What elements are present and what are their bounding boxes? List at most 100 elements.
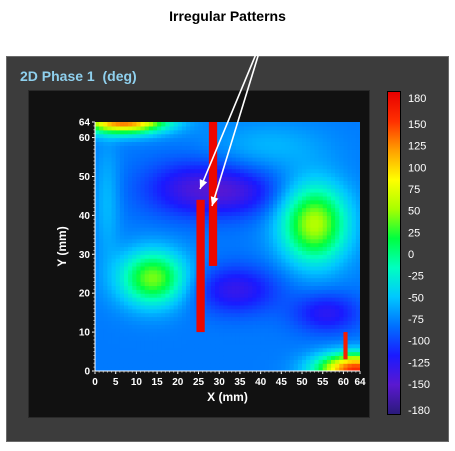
heatmap-cell (136, 265, 142, 271)
heatmap-cell (322, 172, 328, 178)
heatmap-cell (331, 258, 336, 263)
heatmap-cell (103, 122, 109, 127)
heatmap-cell (310, 277, 316, 283)
heatmap-cell (331, 160, 336, 166)
heatmap-cell (355, 176, 360, 181)
heatmap-cell (351, 297, 357, 302)
heatmap-cell (148, 265, 154, 271)
heatmap-cell (190, 332, 195, 337)
heatmap-cell (165, 122, 171, 127)
heatmap-cell (173, 227, 179, 232)
heatmap-cell (268, 312, 274, 318)
heatmap-cell (239, 308, 245, 314)
heatmap-cell (103, 285, 109, 290)
heatmap-cell (351, 277, 357, 283)
heatmap-cell (132, 164, 138, 170)
heatmap-cell (293, 285, 299, 290)
heatmap-cell (273, 238, 278, 244)
heatmap-cell (318, 238, 324, 244)
heatmap-cell (260, 304, 266, 310)
heatmap-cell (99, 145, 104, 150)
heatmap-cell (235, 164, 241, 170)
heatmap-cell (318, 289, 324, 294)
heatmap-cell (351, 269, 357, 275)
heatmap-cell (132, 137, 138, 143)
heatmap-cell (115, 227, 121, 232)
heatmap-cell (136, 172, 142, 178)
heatmap-cell (107, 343, 113, 349)
heatmap-cell (132, 289, 138, 294)
heatmap-cell (248, 328, 253, 333)
heatmap-cell (293, 192, 299, 197)
heatmap-cell (335, 312, 340, 318)
heatmap-cell (343, 328, 349, 333)
heatmap-cell (256, 164, 262, 170)
heatmap-cell (210, 320, 216, 325)
heatmap-cell (285, 230, 291, 236)
heatmap-cell (123, 234, 129, 240)
heatmap-cell (335, 168, 340, 174)
heatmap-cell (161, 273, 166, 279)
heatmap-cell (277, 265, 282, 271)
heatmap-cell (210, 265, 216, 271)
heatmap-cell (157, 203, 162, 209)
heatmap-cell (277, 285, 282, 290)
heatmap-cell (115, 300, 121, 306)
heatmap-cell (351, 125, 357, 131)
heatmap-cell (239, 133, 245, 139)
heatmap-cell (144, 269, 150, 275)
heatmap-cell (152, 308, 158, 314)
heatmap-cell (343, 172, 349, 178)
heatmap-cell (355, 211, 360, 216)
heatmap-cell (260, 347, 266, 353)
heatmap-cell (173, 230, 179, 236)
heatmap-cell (318, 172, 324, 178)
heatmap-cell (173, 153, 179, 158)
heatmap-cell (186, 176, 191, 181)
heatmap-cell (140, 258, 146, 263)
heatmap-cell (144, 339, 150, 345)
heatmap-cell (277, 149, 282, 154)
heatmap-cell (115, 164, 121, 170)
heatmap-cell (157, 324, 162, 329)
heatmap-cell (111, 359, 117, 364)
heatmap-cell (289, 304, 295, 310)
heatmap-cell (347, 238, 353, 244)
heatmap-cell (173, 320, 179, 325)
heatmap-cell (268, 176, 274, 181)
heatmap-cell (281, 312, 287, 318)
heatmap-cell (239, 332, 245, 337)
heatmap-cell (152, 277, 158, 283)
heatmap-cell (273, 122, 278, 127)
heatmap-cell (177, 332, 183, 337)
heatmap-cell (111, 172, 117, 178)
heatmap-cell (161, 332, 166, 337)
heatmap-cell (177, 293, 183, 298)
heatmap-cell (165, 297, 171, 302)
heatmap-cell (144, 211, 150, 216)
heatmap-cell (99, 293, 104, 298)
heatmap-cell (202, 168, 208, 174)
heatmap-cell (314, 265, 320, 271)
heatmap-cell (256, 180, 262, 185)
heatmap-cell (252, 312, 258, 318)
heatmap-cell (115, 250, 121, 255)
heatmap-cell (231, 285, 237, 290)
heatmap-cell (152, 328, 158, 333)
heatmap-cell (128, 180, 133, 185)
heatmap-cell (119, 125, 125, 131)
heatmap-cell (239, 312, 245, 318)
heatmap-cell (318, 219, 324, 224)
heatmap-cell (264, 254, 270, 259)
heatmap-cell (111, 308, 117, 314)
heatmap-cell (119, 343, 125, 349)
heatmap-cell (115, 133, 121, 139)
heatmap-cell (310, 141, 316, 146)
heatmap-cell (202, 312, 208, 318)
heatmap-cell (169, 203, 175, 209)
heatmap-cell (310, 199, 316, 205)
heatmap-cell (239, 269, 245, 275)
heatmap-cell (177, 234, 183, 240)
heatmap-cell (148, 281, 154, 287)
heatmap-cell (128, 300, 133, 306)
